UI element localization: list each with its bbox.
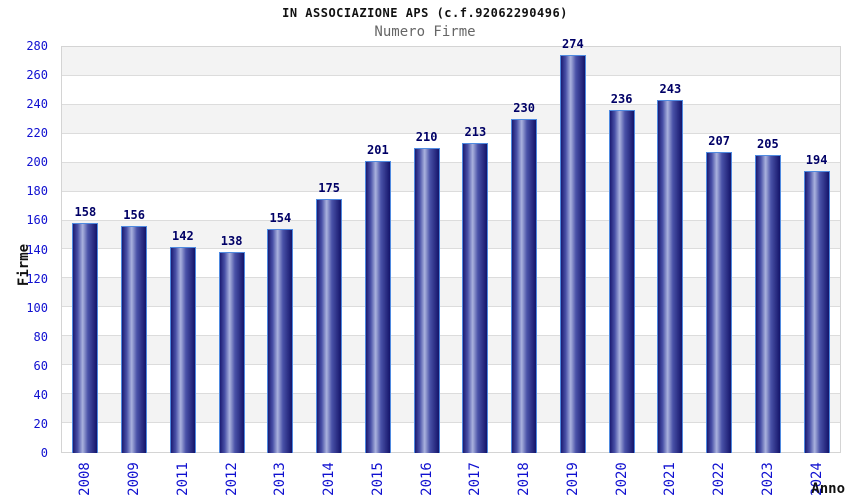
bar-value-label: 274 <box>562 36 584 51</box>
bar-value-label: 207 <box>708 134 730 149</box>
bar-2012 <box>218 252 245 453</box>
bar-slot-2016: 210 <box>402 46 451 453</box>
x-tick-2011: 2011 <box>174 462 191 496</box>
bar-slot-2012: 138 <box>207 46 256 453</box>
x-tick-2009: 2009 <box>126 462 143 496</box>
bar-value-label: 138 <box>220 234 243 249</box>
y-tick-120: 120 <box>26 271 48 286</box>
bar-slot-2017: 213 <box>451 46 500 453</box>
plot-band <box>62 104 840 134</box>
plot-band <box>62 47 840 76</box>
bar-2009 <box>121 226 148 453</box>
bar-2016 <box>413 147 440 453</box>
bar-slot-2021: 243 <box>646 46 695 453</box>
bar-2023 <box>754 155 781 453</box>
y-tick-260: 260 <box>26 68 48 83</box>
bar-value-label: 213 <box>464 125 487 140</box>
chart-title: IN ASSOCIAZIONE APS (c.f.92062290496) <box>282 6 568 20</box>
bar-2021 <box>657 99 684 453</box>
bar-slot-2018: 230 <box>500 46 549 453</box>
x-tick-2018: 2018 <box>516 462 533 496</box>
bar-2013 <box>267 229 294 453</box>
bar-slot-2014: 175 <box>305 46 354 453</box>
y-axis-ticks: 0 20 40 60 80 100 120 140 160 180 200 220 240 260 280 <box>0 39 48 460</box>
y-tick-40: 40 <box>33 387 48 402</box>
bar-value-label: 230 <box>513 100 535 115</box>
bar-2008 <box>72 223 99 453</box>
bar-2022 <box>706 152 733 453</box>
x-axis-label: Anno <box>811 481 845 497</box>
x-tick-2008: 2008 <box>77 462 94 496</box>
bar-2020 <box>608 109 635 453</box>
y-tick-20: 20 <box>33 416 48 431</box>
y-tick-220: 220 <box>26 126 48 141</box>
bar-slot-2009: 156 <box>110 46 159 453</box>
bar-2024 <box>803 171 830 453</box>
y-tick-140: 140 <box>26 242 48 257</box>
y-tick-280: 280 <box>26 39 48 53</box>
y-tick-180: 180 <box>26 184 48 199</box>
x-tick-2015: 2015 <box>369 462 386 496</box>
y-tick-100: 100 <box>26 300 48 315</box>
x-tick-2016: 2016 <box>418 462 435 496</box>
y-tick-0: 0 <box>40 446 48 460</box>
y-tick-200: 200 <box>26 155 48 170</box>
bar-slot-2022: 207 <box>695 46 744 453</box>
plot-band <box>62 75 840 105</box>
bar-value-label: 175 <box>318 180 340 195</box>
bar-slot-2020: 236 <box>597 46 646 453</box>
bars-layer: 158 156 142 138 154 175 201 210 213 230 274 236 243 2… <box>61 37 841 453</box>
x-tick-2021: 2021 <box>662 462 679 496</box>
bar-2014 <box>316 198 343 453</box>
bar-value-label: 210 <box>415 129 438 144</box>
bar-value-label: 243 <box>659 81 682 96</box>
bar-value-label: 156 <box>123 208 145 223</box>
bar-value-label: 194 <box>805 153 828 168</box>
x-tick-2022: 2022 <box>711 462 728 496</box>
x-tick-2023: 2023 <box>759 462 776 496</box>
bar-slot-2019: 274 <box>549 37 598 453</box>
x-tick-2019: 2019 <box>564 462 581 496</box>
y-tick-160: 160 <box>26 213 48 228</box>
bar-value-label: 142 <box>172 228 194 243</box>
x-tick-2020: 2020 <box>613 462 630 496</box>
bar-value-label: 236 <box>610 91 633 106</box>
bar-value-label: 205 <box>757 137 779 152</box>
y-tick-80: 80 <box>33 329 48 344</box>
bar-value-label: 158 <box>74 205 97 220</box>
bar-slot-2024: 194 <box>792 46 841 453</box>
bar-slot-2008: 158 <box>61 46 110 453</box>
bar-slot-2013: 154 <box>256 46 305 453</box>
bar-slot-2015: 201 <box>354 46 403 453</box>
bar-slot-2023: 205 <box>744 46 793 453</box>
bar-slot-2011: 142 <box>159 46 208 453</box>
bar-2018 <box>511 118 538 453</box>
y-tick-240: 240 <box>26 97 48 112</box>
y-tick-60: 60 <box>33 358 48 373</box>
chart-subtitle: Numero Firme <box>374 24 476 40</box>
bar-2019 <box>559 54 586 453</box>
bar-2011 <box>169 246 196 453</box>
x-tick-2012: 2012 <box>223 462 240 496</box>
bar-value-label: 154 <box>269 211 292 226</box>
x-tick-2017: 2017 <box>467 462 484 496</box>
x-tick-2014: 2014 <box>321 462 338 496</box>
bar-value-label: 201 <box>367 142 389 157</box>
bar-2017 <box>462 143 489 453</box>
x-tick-2013: 2013 <box>272 462 289 496</box>
bar-2015 <box>364 160 391 453</box>
x-axis-ticks: 2008 2009 2011 2012 2013 2014 2015 2016 2017 2018… <box>61 453 841 500</box>
